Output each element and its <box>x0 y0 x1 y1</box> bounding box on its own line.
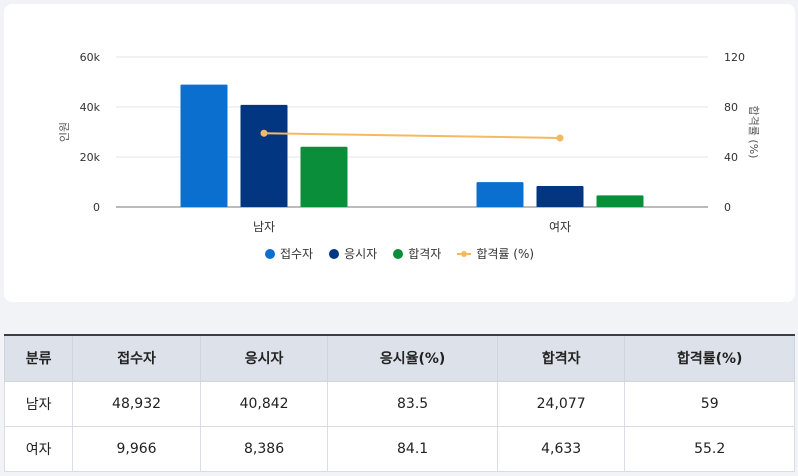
data-table: 분류 접수자 응시자 응시율(%) 합격자 합격률(%) 남자 48,932 4… <box>3 334 795 472</box>
bar-1-0 <box>240 104 288 207</box>
table-cell: 8,386 <box>199 425 329 472</box>
y-tick-label: 0 <box>93 201 100 214</box>
y-tick-label: 60k <box>80 51 101 64</box>
header-examinees: 응시자 <box>199 334 329 382</box>
legend-item-series-2[interactable]: 합격자 <box>393 245 441 262</box>
table-cell: 24,077 <box>496 380 626 427</box>
combo-chart: 0 0 20k 40 40k 80 60k 120 인원 합격률 (%) 남자 여자 <box>58 51 760 234</box>
y-tick-label: 40k <box>80 101 101 114</box>
table-cell: 55.2 <box>624 425 795 472</box>
bar-0-1 <box>476 182 524 207</box>
legend-label: 응시자 <box>344 247 378 261</box>
x-tick-label: 남자 <box>253 220 275 234</box>
legend-item-series-1[interactable]: 응시자 <box>329 245 377 262</box>
y-tick-label: 20k <box>80 151 101 164</box>
header-applicants: 접수자 <box>72 334 201 382</box>
y-axis-title: 인원 <box>58 122 71 142</box>
table-cell: 남자 <box>3 380 74 427</box>
legend-dot-icon <box>264 248 275 259</box>
legend-line-icon <box>457 249 472 259</box>
pass-rate-point-1 <box>556 134 564 142</box>
y2-tick-label: 0 <box>724 201 731 214</box>
y2-axis-title: 합격률 (%) <box>747 106 760 159</box>
header-exam-rate: 응시율(%) <box>327 334 498 382</box>
table-cell: 84.1 <box>327 425 498 472</box>
table-cell: 59 <box>624 380 795 427</box>
legend-label: 합격률 (%) <box>476 247 535 261</box>
table-cell: 9,966 <box>72 425 201 472</box>
header-passers: 합격자 <box>496 334 626 382</box>
legend-item-series-0[interactable]: 접수자 <box>264 245 314 262</box>
table-cell: 4,633 <box>496 425 626 472</box>
header-category: 분류 <box>3 334 74 382</box>
table-cell: 83.5 <box>327 380 498 427</box>
y2-tick-label: 120 <box>724 51 745 64</box>
legend-item-series-3[interactable]: 합격률 (%) <box>457 245 534 262</box>
bar-1-1 <box>536 186 584 207</box>
table-cell: 48,932 <box>72 380 201 427</box>
table-cell: 여자 <box>3 425 74 472</box>
chart-legend: 접수자 응시자 합격자 합격률 (%) <box>4 245 795 262</box>
pass-rate-line <box>263 132 561 139</box>
legend-label: 접수자 <box>279 247 314 261</box>
legend-label: 합격자 <box>408 247 442 261</box>
legend-dot-icon <box>329 248 340 259</box>
table-row: 남자 48,932 40,842 83.5 24,077 59 <box>3 380 795 427</box>
y2-tick-label: 80 <box>724 101 738 114</box>
bar-2-1 <box>596 195 644 207</box>
bar-2-0 <box>300 146 348 207</box>
pass-rate-point-0 <box>260 129 268 137</box>
header-pass-rate: 합격률(%) <box>624 334 795 382</box>
legend-dot-icon <box>393 248 404 259</box>
bar-0-0 <box>180 84 228 207</box>
table-row: 여자 9,966 8,386 84.1 4,633 55.2 <box>3 425 795 472</box>
y2-tick-label: 40 <box>724 151 738 164</box>
table-cell: 40,842 <box>199 380 329 427</box>
chart-card: 0 0 20k 40 40k 80 60k 120 인원 합격률 (%) 남자 여자 접수자 응시자 … <box>4 4 795 302</box>
table-header-row: 분류 접수자 응시자 응시율(%) 합격자 합격률(%) <box>3 334 795 382</box>
x-tick-label: 여자 <box>549 220 571 234</box>
